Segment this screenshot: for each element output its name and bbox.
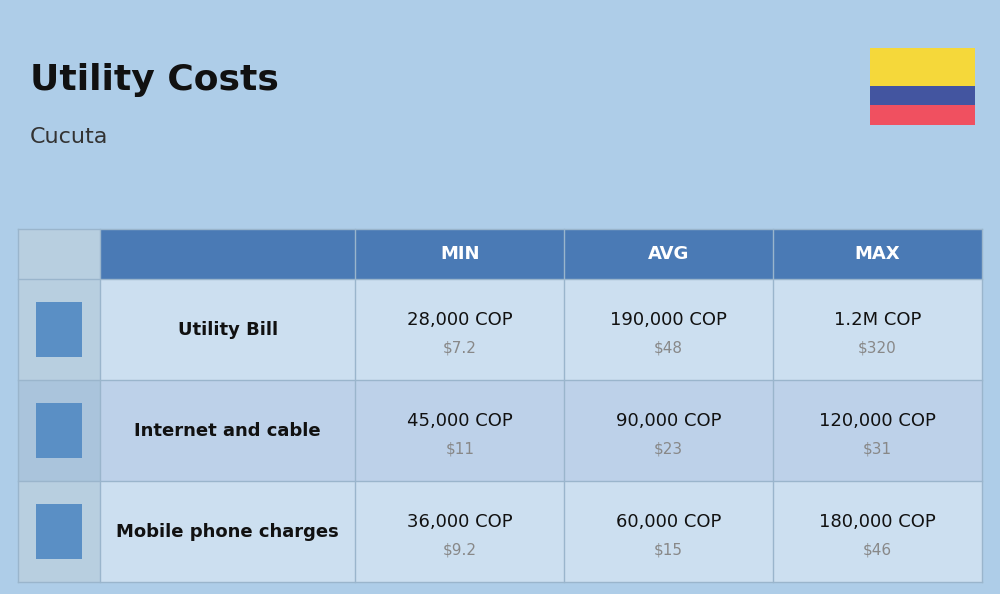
Text: Utility Bill: Utility Bill — [178, 321, 278, 339]
Bar — [773, 481, 982, 582]
Text: AVG: AVG — [648, 245, 689, 263]
Text: 60,000 COP: 60,000 COP — [616, 513, 721, 530]
Text: 45,000 COP: 45,000 COP — [407, 412, 513, 429]
Text: 36,000 COP: 36,000 COP — [407, 513, 513, 530]
Bar — [18, 481, 100, 582]
Text: 190,000 COP: 190,000 COP — [610, 311, 727, 328]
Bar — [870, 86, 975, 106]
Bar — [36, 504, 82, 560]
Bar — [355, 481, 564, 582]
Text: 28,000 COP: 28,000 COP — [407, 311, 513, 328]
Bar — [36, 403, 82, 459]
Bar — [355, 380, 564, 481]
Text: 180,000 COP: 180,000 COP — [819, 513, 936, 530]
Bar — [773, 380, 982, 481]
Bar — [564, 279, 773, 380]
Text: $15: $15 — [654, 542, 683, 557]
Bar — [870, 106, 975, 125]
Text: MIN: MIN — [440, 245, 480, 263]
Bar — [355, 279, 564, 380]
Text: Internet and cable: Internet and cable — [134, 422, 321, 440]
Bar — [773, 279, 982, 380]
Bar — [100, 481, 355, 582]
Text: Utility Costs: Utility Costs — [30, 63, 279, 97]
Bar — [564, 481, 773, 582]
Text: $11: $11 — [445, 441, 474, 456]
Text: $31: $31 — [863, 441, 892, 456]
Text: Mobile phone charges: Mobile phone charges — [116, 523, 339, 541]
Bar — [18, 229, 982, 279]
Text: $48: $48 — [654, 340, 683, 355]
Bar — [564, 380, 773, 481]
Text: $23: $23 — [654, 441, 683, 456]
Bar — [18, 380, 100, 481]
Bar — [100, 229, 355, 279]
Text: 1.2M COP: 1.2M COP — [834, 311, 921, 328]
Text: $320: $320 — [858, 340, 897, 355]
Bar — [18, 229, 100, 279]
Bar — [100, 380, 355, 481]
Text: $9.2: $9.2 — [443, 542, 477, 557]
Text: 120,000 COP: 120,000 COP — [819, 412, 936, 429]
Bar — [18, 279, 100, 380]
Text: 90,000 COP: 90,000 COP — [616, 412, 721, 429]
Text: Cucuta: Cucuta — [30, 127, 108, 147]
Text: MAX: MAX — [855, 245, 900, 263]
Text: $7.2: $7.2 — [443, 340, 477, 355]
Bar — [36, 302, 82, 358]
Text: $46: $46 — [863, 542, 892, 557]
Bar — [870, 48, 975, 86]
Bar — [100, 279, 355, 380]
